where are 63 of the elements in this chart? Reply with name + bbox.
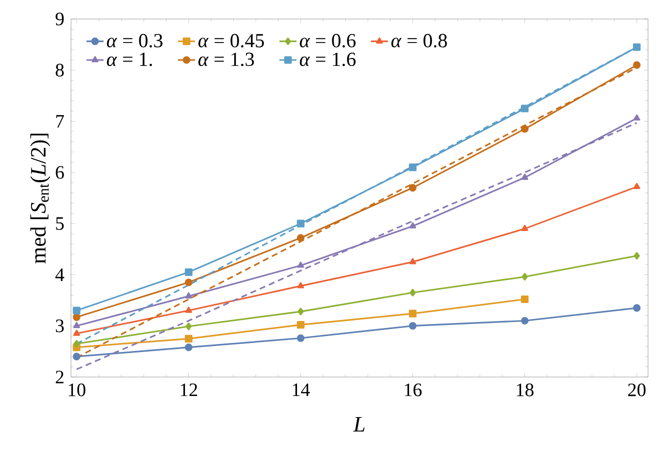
point — [520, 316, 529, 325]
point — [184, 268, 192, 276]
point — [410, 288, 416, 296]
point — [72, 352, 80, 360]
point — [520, 295, 529, 304]
point — [409, 258, 416, 264]
point — [521, 174, 528, 180]
point — [296, 334, 304, 342]
point — [296, 321, 304, 329]
x-tick-label: 14 — [292, 384, 310, 396]
y-tick-label: 7 — [56, 115, 64, 128]
point — [520, 125, 529, 133]
point — [408, 164, 417, 172]
y-tick-label: 6 — [56, 166, 64, 179]
point — [633, 114, 640, 121]
y-tick-label: 8 — [56, 64, 64, 77]
point — [633, 304, 641, 312]
legend-label: α = 0.3 — [106, 34, 162, 48]
point — [73, 322, 80, 328]
point — [297, 262, 304, 268]
x-tick-label: 16 — [404, 384, 422, 396]
y-tick-label: 9 — [56, 12, 64, 26]
point — [296, 234, 304, 242]
point — [298, 308, 304, 316]
point — [408, 310, 417, 318]
point — [185, 306, 192, 313]
y-tick-label: 3 — [56, 320, 64, 332]
point — [184, 334, 192, 342]
y-tick-label: 4 — [55, 268, 64, 281]
point — [409, 222, 416, 228]
point — [522, 272, 528, 281]
y-tick-label: 2 — [56, 370, 64, 384]
point — [408, 184, 417, 192]
point — [297, 282, 304, 288]
point — [633, 61, 641, 69]
legend-label: α = 1.6 — [300, 52, 356, 66]
y-axis-title: med [S$_{ent}$(L/2)] — [30, 134, 50, 264]
point — [408, 322, 417, 330]
point — [633, 43, 641, 51]
point — [520, 104, 529, 112]
x-tick-label: 10 — [68, 384, 86, 396]
legend-label: α = 1.3 — [198, 52, 254, 66]
point — [72, 313, 80, 321]
legend-label: α = 0.6 — [300, 34, 356, 48]
x-tick-label: 12 — [180, 384, 198, 396]
y-tick-label: 5 — [56, 217, 64, 230]
point — [634, 252, 640, 260]
legend-label: α = 0.8 — [391, 34, 447, 48]
point — [521, 224, 528, 231]
point — [184, 344, 192, 352]
x-tick-label: 20 — [628, 384, 646, 396]
x-tick-label: 18 — [516, 384, 534, 396]
legend-label: α = 1. — [106, 52, 152, 66]
point — [72, 306, 80, 314]
point — [74, 340, 80, 348]
point — [185, 292, 192, 298]
point — [73, 330, 80, 336]
point — [633, 182, 640, 190]
legend-label: α = 0.45 — [198, 34, 264, 48]
point — [184, 278, 192, 286]
point — [296, 220, 304, 228]
point — [186, 322, 192, 330]
x-axis-title: L — [353, 417, 365, 432]
